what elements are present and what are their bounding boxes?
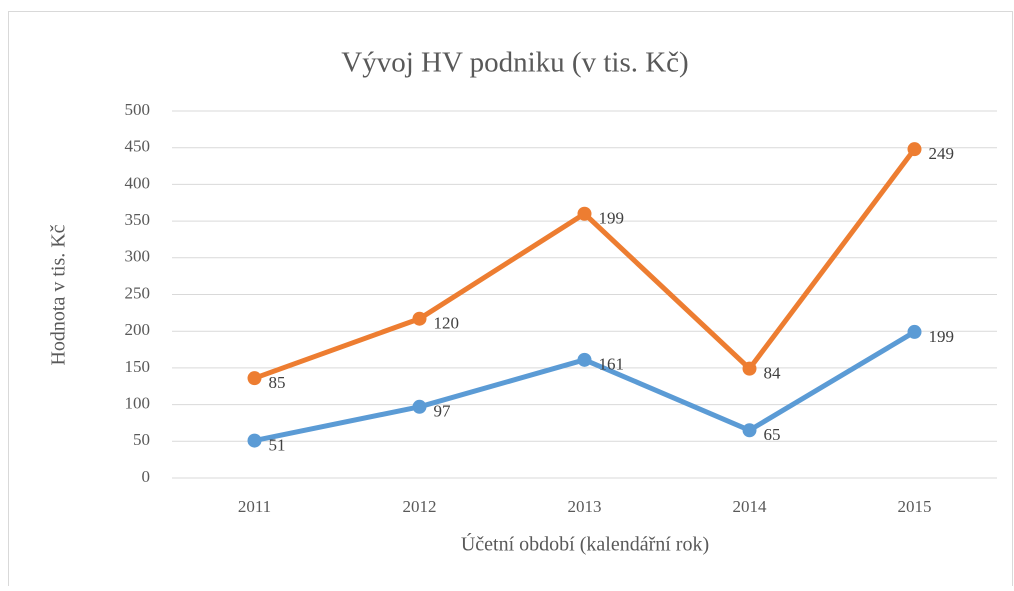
x-tick-label: 2015 (898, 497, 932, 516)
x-tick-label: 2014 (733, 497, 768, 516)
data-label: 84 (764, 364, 782, 383)
y-tick-label: 350 (125, 210, 151, 229)
y-tick-label: 0 (142, 467, 151, 486)
data-point (247, 433, 262, 448)
y-tick-label: 500 (125, 100, 151, 119)
data-point (742, 423, 757, 438)
y-tick-label: 150 (125, 357, 151, 376)
data-point (577, 206, 592, 221)
y-tick-label: 250 (125, 283, 151, 302)
y-tick-label: 100 (125, 394, 151, 413)
data-label: 199 (929, 327, 955, 346)
y-tick-label: 400 (125, 173, 151, 192)
data-point (412, 311, 427, 326)
data-label: 249 (929, 144, 955, 163)
chart-title: Vývoj HV podniku (v tis. Kč) (341, 47, 688, 79)
data-point (412, 399, 427, 414)
data-label: 161 (599, 355, 625, 374)
data-label: 97 (434, 402, 452, 421)
data-point (247, 371, 262, 386)
x-tick-label: 2012 (403, 497, 437, 516)
chart-border (8, 11, 1013, 591)
x-tick-label: 2013 (568, 497, 602, 516)
x-tick-label: 2011 (238, 497, 271, 516)
data-label: 199 (599, 209, 625, 228)
data-label: 120 (434, 314, 460, 333)
data-point (907, 324, 922, 339)
data-point (907, 142, 922, 157)
y-tick-label: 50 (133, 430, 150, 449)
y-tick-label: 200 (125, 320, 151, 339)
y-tick-label: 450 (125, 137, 151, 156)
data-label: 65 (764, 425, 781, 444)
y-tick-label: 300 (125, 247, 151, 266)
data-point (742, 361, 757, 376)
y-axis-label: Hodnota v tis. Kč (48, 224, 70, 365)
data-label: 85 (269, 373, 286, 392)
data-label: 51 (269, 435, 286, 454)
data-point (577, 352, 592, 367)
x-axis-label: Účetní období (kalendářní rok) (461, 532, 709, 556)
